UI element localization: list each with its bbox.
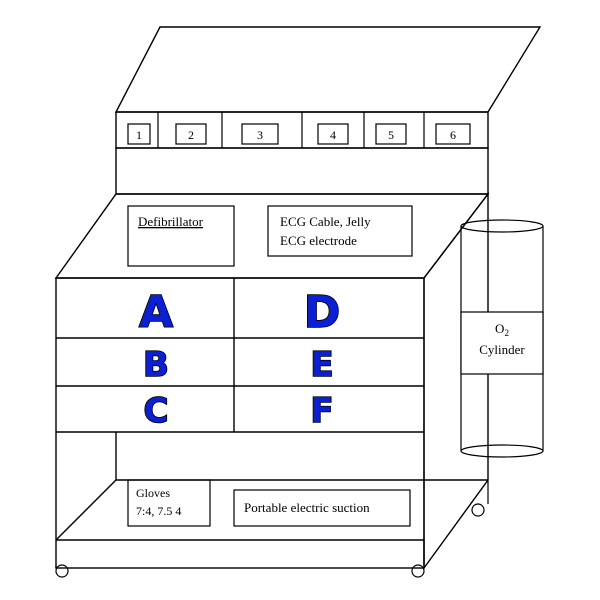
- drawer-handle-1: [127, 123, 151, 145]
- gloves-box: [127, 479, 211, 527]
- cylinder-label-text: Cylinder: [479, 342, 525, 357]
- upper-back-panel: [115, 147, 489, 195]
- ecg-box: [267, 205, 413, 257]
- drawer-handle-5: [375, 123, 407, 145]
- wheel-back-right: [471, 503, 485, 517]
- drawer-number-4: 4: [330, 128, 336, 142]
- ecg-label-line1: ECG Cable, Jelly: [280, 214, 371, 229]
- drawer-handle-4: [317, 123, 349, 145]
- gloves-label-line2: 7:4, 7.5 4: [136, 504, 181, 518]
- drawer-letter-e: E: [310, 345, 333, 385]
- drawer-letter-c: C: [144, 391, 169, 431]
- drawer-handle-3: [241, 123, 279, 145]
- drawer-letter-a: A: [139, 287, 173, 338]
- gloves-label-line1: Gloves: [136, 486, 170, 500]
- wheel-front-left: [55, 564, 69, 578]
- suction-box: [233, 489, 411, 527]
- drawer-handle-6: [435, 123, 471, 145]
- oxygen-cylinder: [460, 219, 544, 458]
- drawer-handle-2: [175, 123, 207, 145]
- ecg-label-line2: ECG electrode: [280, 233, 357, 248]
- lid: [114, 26, 542, 113]
- drawer-letter-f: F: [310, 391, 333, 431]
- middle-shelf: [54, 193, 490, 279]
- drawer-letter-d: D: [304, 287, 341, 338]
- drawer-number-2: 2: [188, 128, 194, 142]
- drawer-letter-b: B: [143, 345, 169, 385]
- defibrillator-label: Defibrillator: [138, 214, 204, 229]
- cabinet-front: [55, 277, 425, 569]
- wheel-front-right: [411, 564, 425, 578]
- drawer-number-3: 3: [257, 128, 263, 142]
- drawer-number-1: 1: [136, 128, 142, 142]
- cylinder-label-o2: O2: [495, 321, 509, 338]
- cabinet-right-side: [423, 191, 489, 571]
- drawer-number-5: 5: [388, 128, 394, 142]
- drawer-number-6: 6: [450, 128, 456, 142]
- suction-label: Portable electric suction: [244, 500, 370, 515]
- defibrillator-box: [127, 205, 235, 267]
